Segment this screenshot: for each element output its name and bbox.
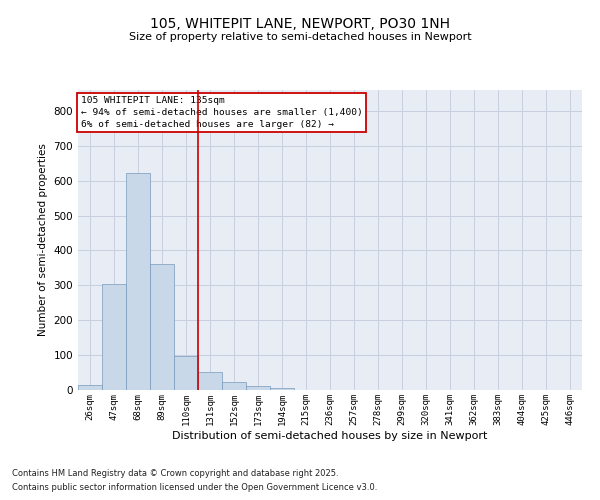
Bar: [126, 174, 150, 390]
Bar: [174, 356, 198, 390]
Text: 105, WHITEPIT LANE, NEWPORT, PO30 1NH: 105, WHITEPIT LANE, NEWPORT, PO30 1NH: [150, 18, 450, 32]
Text: Size of property relative to semi-detached houses in Newport: Size of property relative to semi-detach…: [128, 32, 472, 42]
X-axis label: Distribution of semi-detached houses by size in Newport: Distribution of semi-detached houses by …: [172, 430, 488, 440]
Bar: [222, 382, 246, 390]
Bar: [78, 386, 102, 390]
Text: 105 WHITEPIT LANE: 135sqm
← 94% of semi-detached houses are smaller (1,400)
6% o: 105 WHITEPIT LANE: 135sqm ← 94% of semi-…: [80, 96, 362, 128]
Bar: [150, 264, 174, 390]
Text: Contains HM Land Registry data © Crown copyright and database right 2025.: Contains HM Land Registry data © Crown c…: [12, 468, 338, 477]
Text: Contains public sector information licensed under the Open Government Licence v3: Contains public sector information licen…: [12, 484, 377, 492]
Y-axis label: Number of semi-detached properties: Number of semi-detached properties: [38, 144, 48, 336]
Bar: [270, 388, 294, 390]
Bar: [102, 284, 126, 390]
Bar: [246, 386, 270, 390]
Bar: [198, 372, 222, 390]
